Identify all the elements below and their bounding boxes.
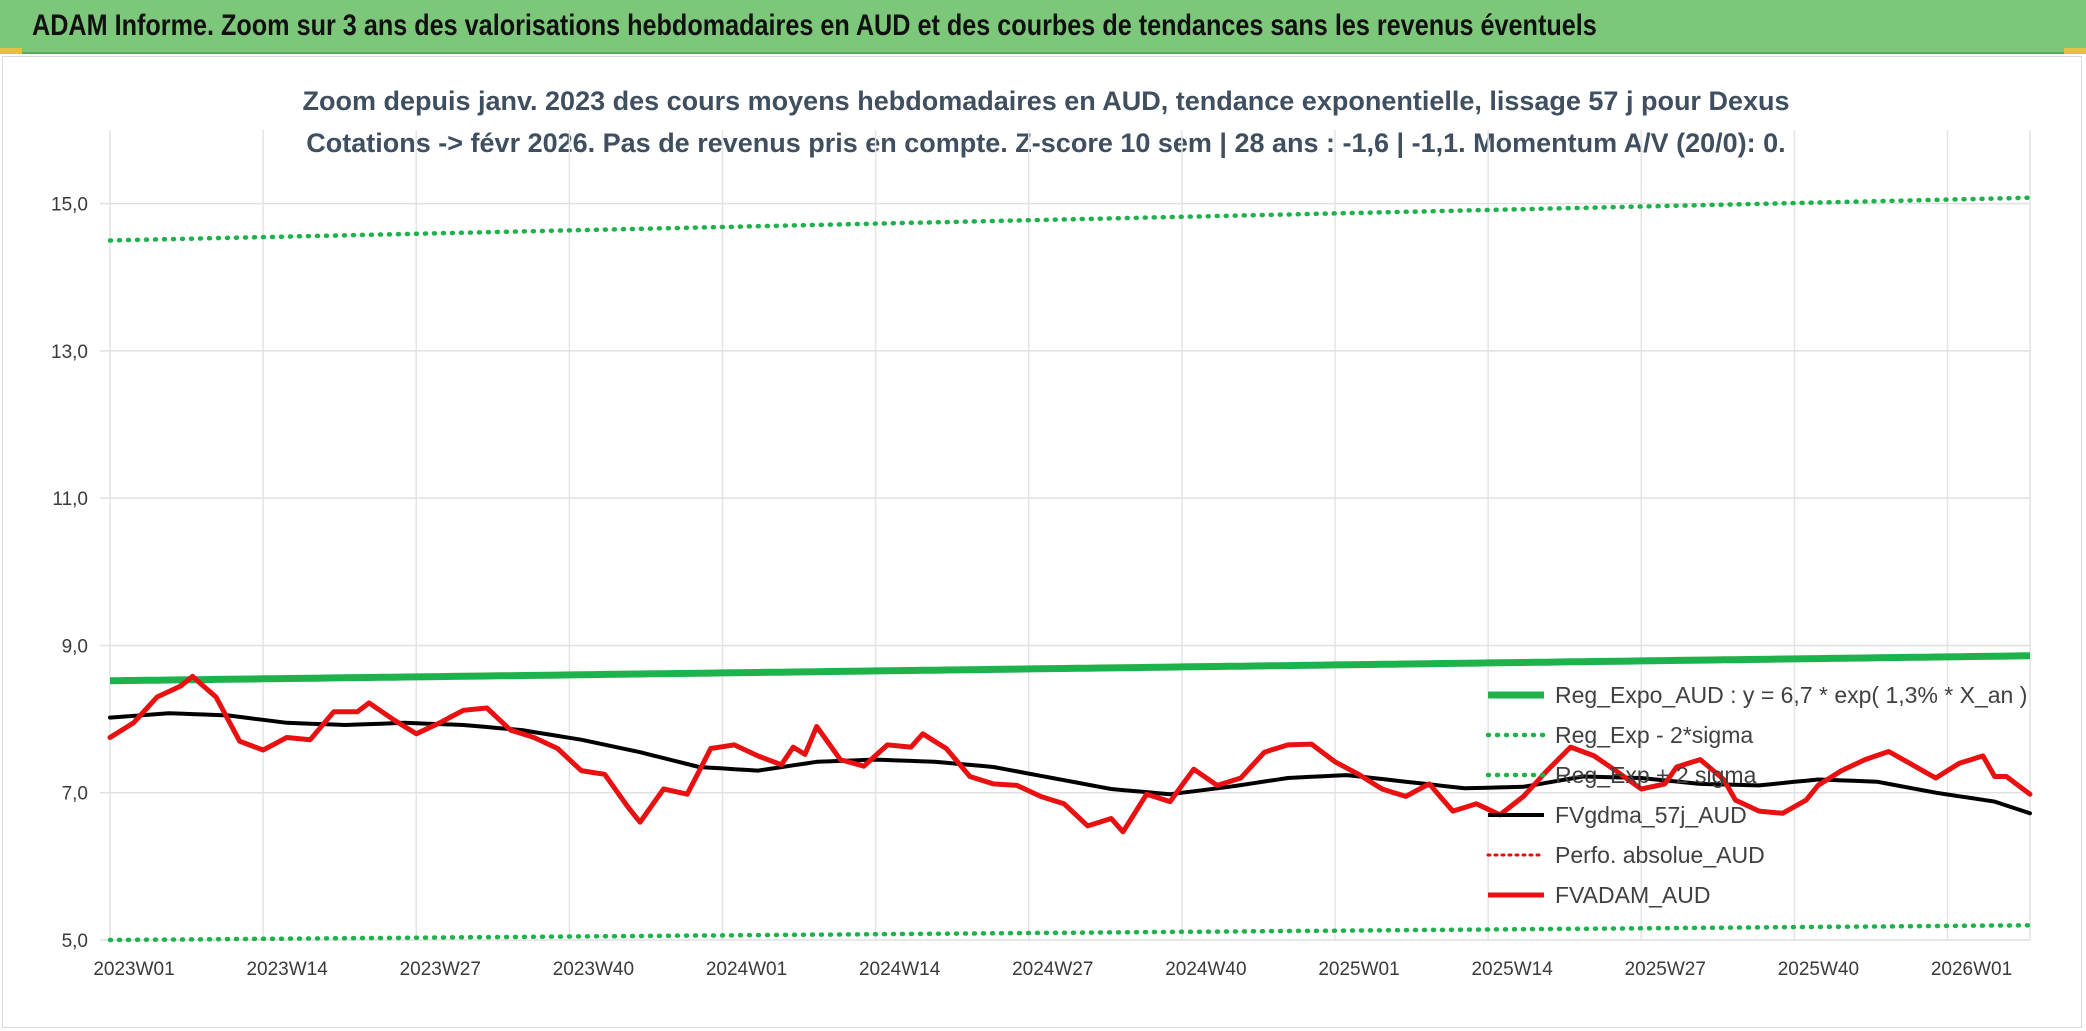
legend-label-perfo: Perfo. absolue_AUD [1555, 842, 1765, 868]
banner-accent-right [2064, 48, 2086, 54]
banner-accent-left [0, 48, 22, 54]
y-tick-label: 13,0 [51, 342, 88, 363]
x-tick-label: 2024W14 [859, 959, 941, 980]
banner: ADAM Informe. Zoom sur 3 ans des valoris… [0, 0, 2086, 54]
legend-label-fvadam: FVADAM_AUD [1555, 882, 1711, 908]
x-axis: 2023W01 2023W14 2023W27 2023W40 2024W01 2024W… [93, 959, 2012, 980]
x-tick-label: 2025W01 [1318, 959, 1399, 980]
series-line-fvadam [107, 673, 2033, 835]
series-line-fvgdma [108, 711, 2032, 816]
legend-label-fvgdma: FVgdma_57j_AUD [1555, 802, 1747, 828]
y-tick-label: 7,0 [62, 784, 88, 805]
legend: Reg_Expo_AUD : y = 6,7 * exp( 1,3% * X_a… [1485, 682, 2027, 908]
x-tick-label: 2024W40 [1165, 959, 1246, 980]
y-axis: 5,0 7,0 9,0 11,0 13,0 15,0 [51, 195, 88, 952]
banner-title: ADAM Informe. Zoom sur 3 ans des valoris… [32, 9, 1597, 42]
series-line-plus_sigma [107, 195, 2033, 243]
series-line-minus_sigma [107, 923, 2033, 943]
x-tick-label: 2026W01 [1931, 959, 2012, 980]
chart-title-line2: Cotations -> févr 2026. Pas de revenus p… [306, 128, 1785, 158]
y-tick-label: 9,0 [62, 636, 88, 657]
chart-title-line1: Zoom depuis janv. 2023 des cours moyens … [303, 86, 1790, 116]
grid [100, 130, 2031, 941]
legend-label-reg_expo: Reg_Expo_AUD : y = 6,7 * exp( 1,3% * X_a… [1555, 682, 2027, 708]
x-tick-label: 2024W27 [1012, 959, 1093, 980]
x-tick-label: 2025W40 [1778, 959, 1859, 980]
x-tick-label: 2025W27 [1625, 959, 1706, 980]
series-group [107, 195, 2033, 943]
y-tick-label: 15,0 [51, 195, 88, 216]
x-tick-label: 2023W40 [553, 959, 634, 980]
x-tick-label: 2024W01 [706, 959, 787, 980]
series-line-reg_expo [109, 652, 2031, 685]
x-tick-label: 2023W27 [400, 959, 481, 980]
x-tick-label: 2023W01 [93, 959, 174, 980]
y-tick-label: 11,0 [52, 489, 88, 510]
x-tick-label: 2025W14 [1471, 959, 1553, 980]
y-tick-label: 5,0 [62, 931, 88, 952]
legend-label-plus_sigma: Reg_Exp + 2 sigma [1555, 762, 1757, 788]
legend-label-minus_sigma: Reg_Exp - 2*sigma [1555, 722, 1753, 748]
x-tick-label: 2023W14 [246, 959, 328, 980]
chart-frame [2, 56, 2082, 1028]
